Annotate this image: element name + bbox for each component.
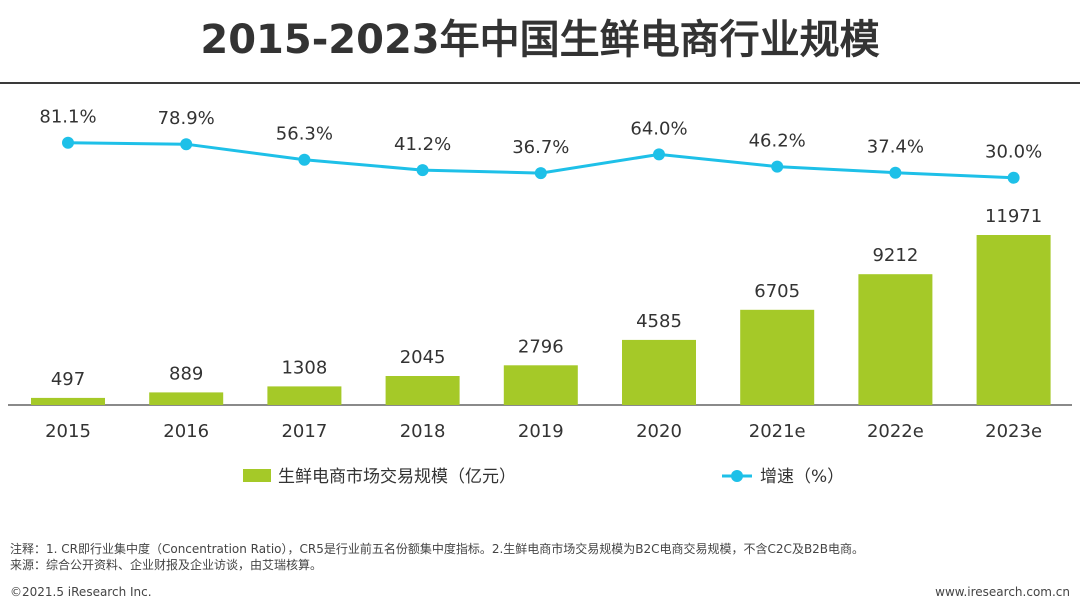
line-point-2022e bbox=[889, 166, 902, 179]
legend-line-marker bbox=[731, 470, 743, 482]
x-tick-2021e: 2021e bbox=[749, 421, 806, 442]
line-label-2023e: 30.0% bbox=[985, 142, 1042, 163]
x-tick-2023e: 2023e bbox=[985, 421, 1042, 442]
x-tick-2018: 2018 bbox=[400, 421, 446, 442]
title-divider bbox=[0, 82, 1080, 84]
line-label-2020: 64.0% bbox=[630, 118, 687, 139]
bar-2022e bbox=[858, 274, 933, 405]
bar-label-2018: 2045 bbox=[400, 347, 446, 368]
bar-label-2022e: 9212 bbox=[872, 245, 918, 266]
bar-label-2020: 4585 bbox=[636, 311, 682, 332]
bar-label-2017: 1308 bbox=[281, 357, 327, 378]
line-label-2019: 36.7% bbox=[512, 137, 569, 158]
bar-label-2019: 2796 bbox=[518, 336, 564, 357]
line-point-2019 bbox=[534, 167, 547, 180]
line-point-2021e bbox=[771, 160, 784, 173]
line-label-2018: 41.2% bbox=[394, 134, 451, 155]
bar-2015 bbox=[31, 397, 105, 405]
bar-labels-layer: 497 889 1308 2045 2796 4585 6705 9212 11971 bbox=[51, 206, 1042, 390]
x-tick-2017: 2017 bbox=[281, 421, 327, 442]
chart-title: 2015-2023年中国生鲜电商行业规模 bbox=[200, 17, 880, 63]
line-label-2017: 56.3% bbox=[276, 124, 333, 145]
bar-2023e bbox=[976, 235, 1051, 405]
line-point-2023e bbox=[1007, 171, 1020, 184]
bar-2018 bbox=[385, 376, 460, 405]
legend: 生鲜电商市场交易规模（亿元） 增速（%） bbox=[243, 467, 844, 487]
notes: 注释：1. CR即行业集中度（Concentration Ratio），CR5是… bbox=[10, 541, 1070, 573]
line-label-2021e: 46.2% bbox=[749, 131, 806, 152]
bars-layer bbox=[31, 235, 1051, 405]
line-label-2022e: 37.4% bbox=[867, 137, 924, 158]
line-label-2015: 81.1% bbox=[39, 107, 96, 128]
x-tick-2016: 2016 bbox=[163, 421, 209, 442]
x-ticks-layer: 2015 2016 2017 2018 2019 2020 2021e 2022e 2023e bbox=[45, 421, 1042, 442]
note-line-1: 注释：1. CR即行业集中度（Concentration Ratio），CR5是… bbox=[10, 542, 865, 556]
line-point-2016 bbox=[180, 138, 193, 151]
bar-2021e bbox=[740, 309, 815, 405]
line-point-2015 bbox=[62, 136, 74, 149]
legend-line-label: 增速（%） bbox=[760, 467, 844, 487]
x-tick-2022e: 2022e bbox=[867, 421, 924, 442]
points-layer bbox=[62, 136, 1020, 184]
bar-2017 bbox=[267, 386, 342, 405]
source-line: 来源：综合公开资料、企业财报及企业访谈，由艾瑞核算。 bbox=[10, 558, 323, 572]
line-point-2020 bbox=[653, 148, 665, 161]
line-label-2016: 78.9% bbox=[158, 108, 215, 129]
bar-label-2023e: 11971 bbox=[985, 206, 1042, 227]
bar-label-2016: 889 bbox=[169, 363, 203, 384]
legend-bar-label: 生鲜电商市场交易规模（亿元） bbox=[278, 467, 516, 487]
combo-chart: 497 889 1308 2045 2796 4585 6705 9212 11971 2015… bbox=[8, 107, 1072, 487]
line-point-2018 bbox=[416, 164, 429, 177]
line-labels-layer: 81.1% 78.9% 56.3% 41.2% 36.7% 64.0% 46.2% 37.4%… bbox=[39, 107, 1042, 163]
bar-2020 bbox=[622, 339, 696, 405]
x-tick-2020: 2020 bbox=[636, 421, 682, 442]
copyright: ©2021.5 iResearch Inc. bbox=[10, 585, 152, 599]
website: www.iresearch.com.cn bbox=[935, 585, 1070, 599]
bar-label-2015: 497 bbox=[51, 369, 85, 390]
bar-label-2021e: 6705 bbox=[754, 281, 800, 302]
bar-2016 bbox=[149, 392, 224, 405]
bar-2019 bbox=[503, 365, 578, 405]
legend-bar-swatch bbox=[243, 469, 271, 482]
x-tick-2015: 2015 bbox=[45, 421, 91, 442]
line-point-2017 bbox=[298, 153, 311, 166]
x-tick-2019: 2019 bbox=[518, 421, 564, 442]
